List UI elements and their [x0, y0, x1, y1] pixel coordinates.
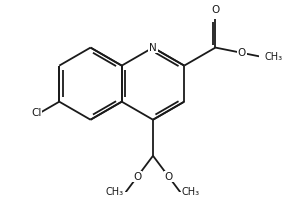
Text: CH₃: CH₃ — [106, 188, 124, 197]
Text: Cl: Cl — [31, 108, 41, 118]
Text: CH₃: CH₃ — [265, 52, 283, 62]
Text: O: O — [164, 171, 173, 182]
Text: O: O — [238, 48, 246, 58]
Text: O: O — [133, 171, 141, 182]
Text: O: O — [211, 5, 220, 15]
Text: CH₃: CH₃ — [182, 188, 200, 197]
Text: N: N — [149, 43, 157, 53]
